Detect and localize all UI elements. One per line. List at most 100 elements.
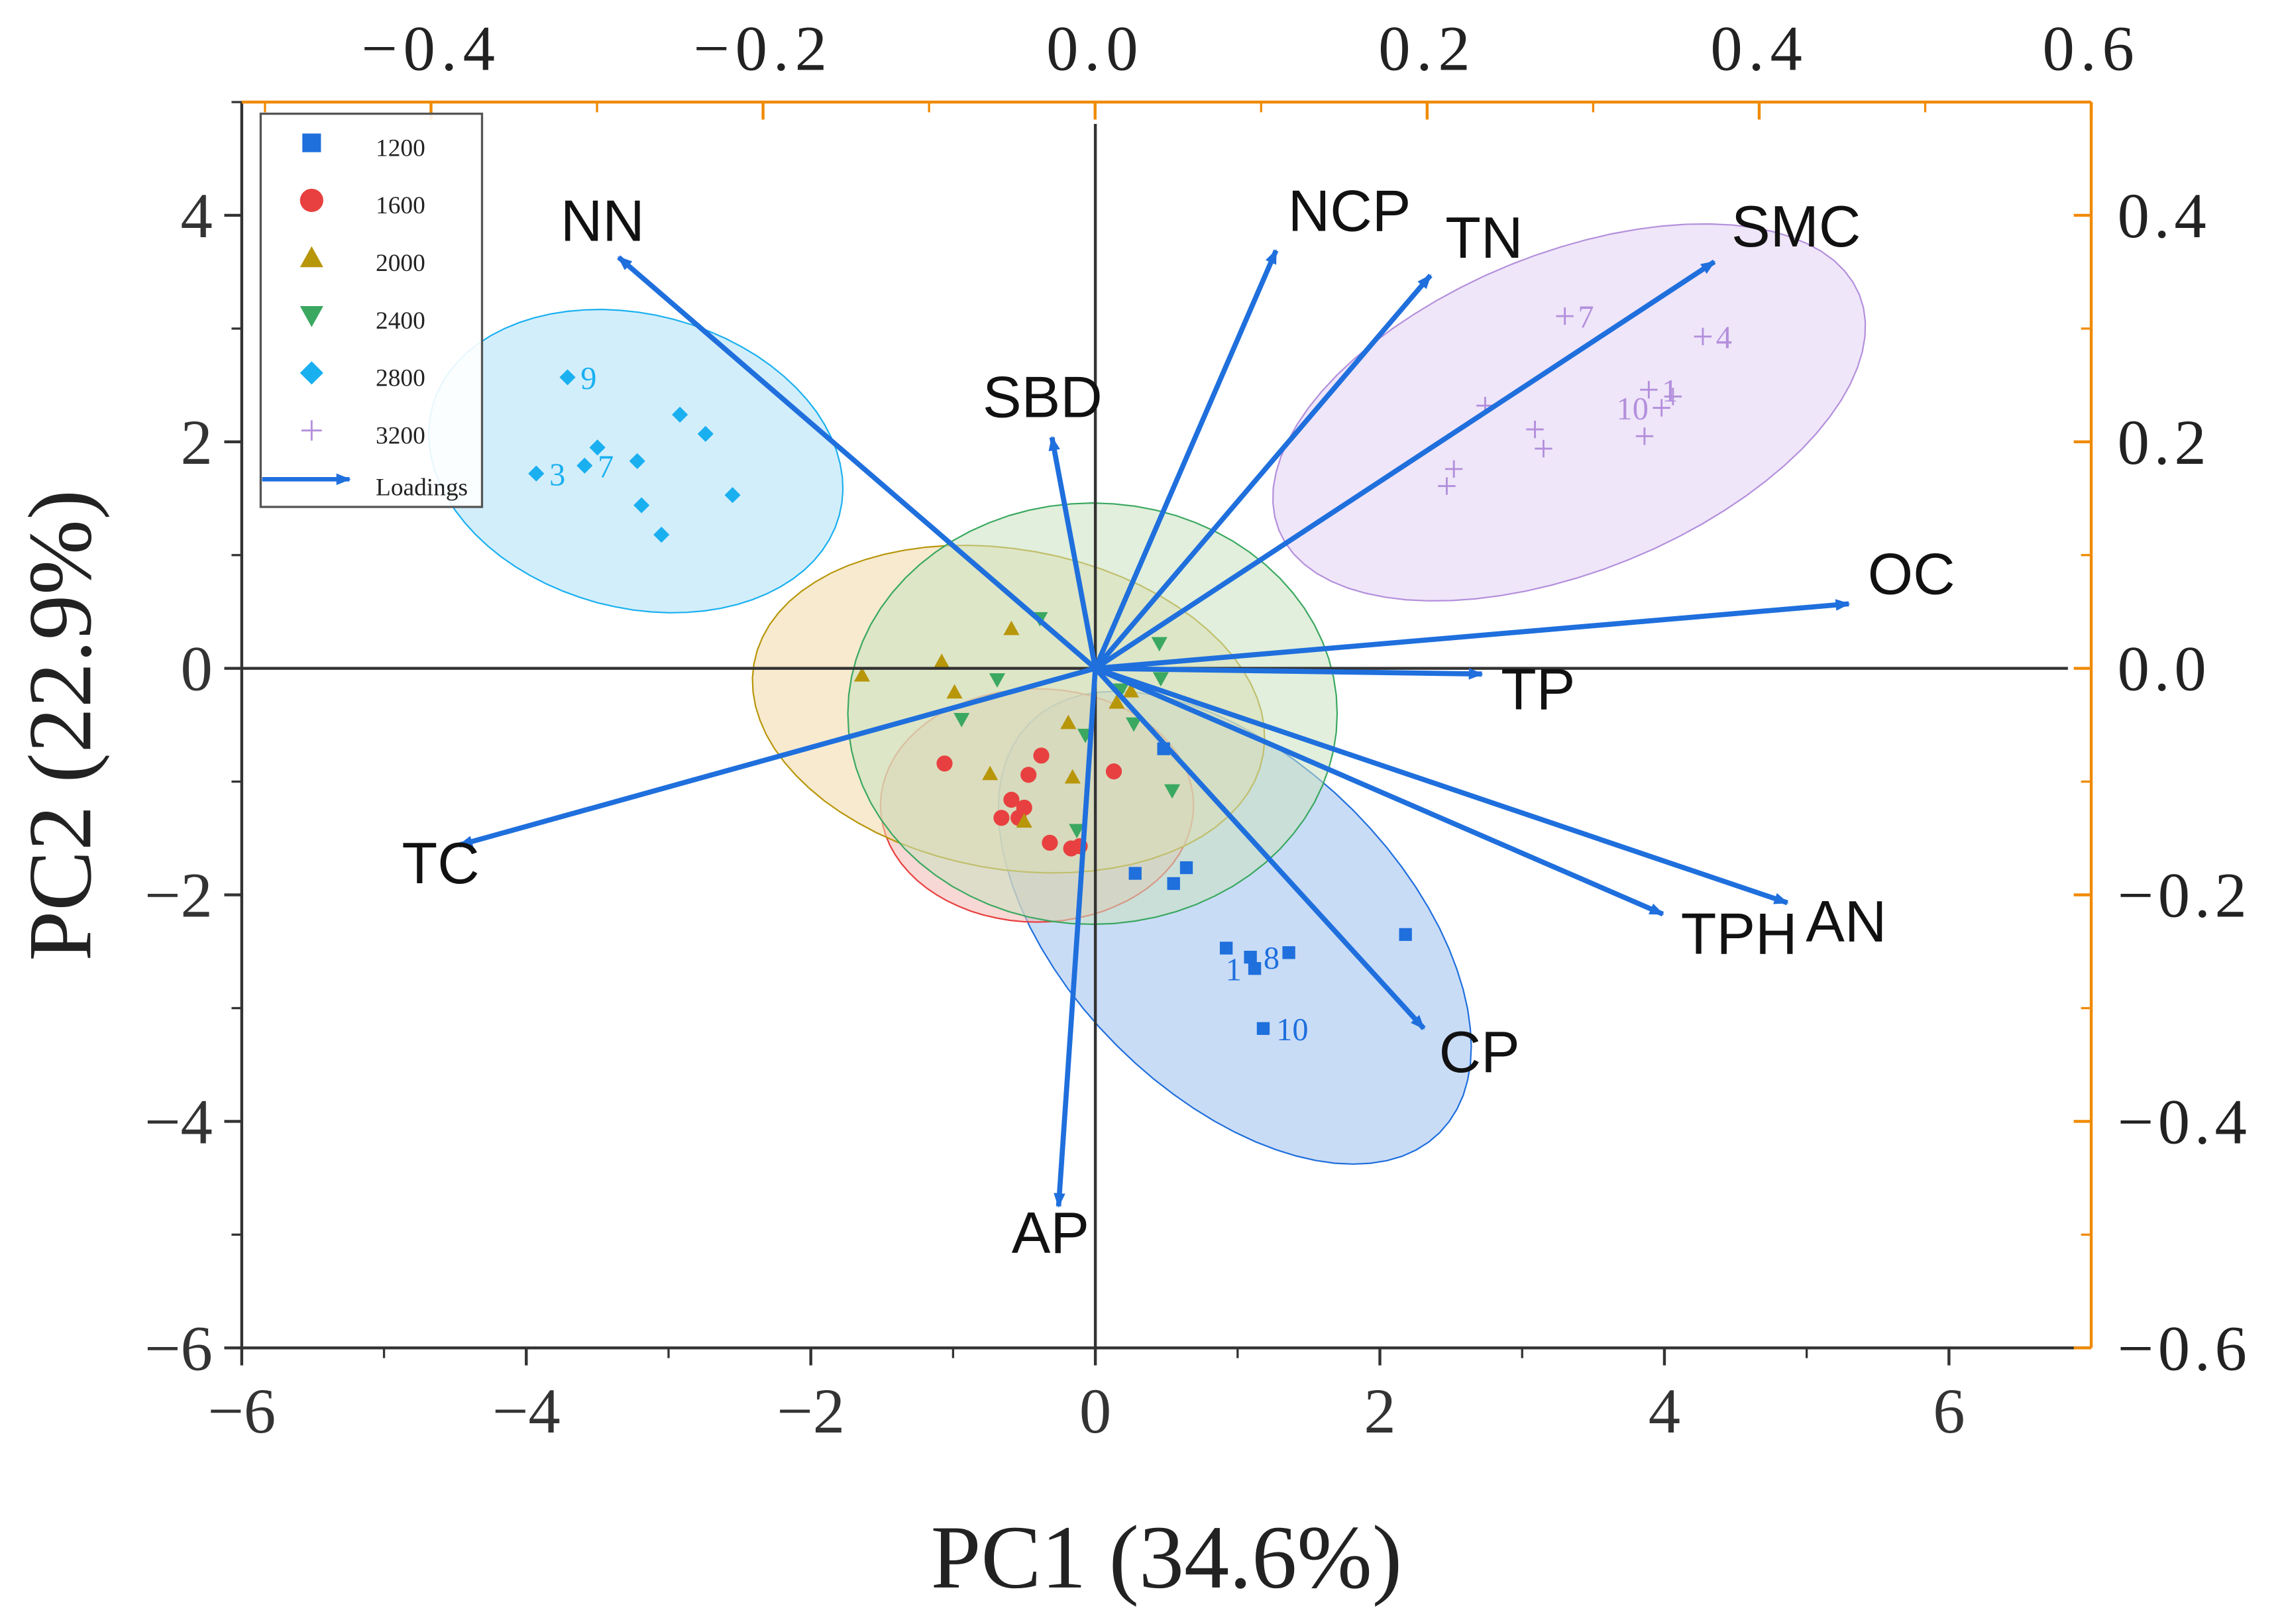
y-tick-label: 0: [181, 633, 213, 704]
point-2800: [697, 425, 714, 442]
point-2000: [934, 653, 950, 669]
point-2000: [1122, 682, 1139, 698]
point-label-2800: 3: [549, 457, 565, 492]
loading-label-CP: CP: [1439, 1019, 1520, 1085]
loading-arrow-OC: [1095, 599, 1851, 671]
point-1600: [1105, 763, 1122, 780]
legend-marker-1600: [299, 188, 323, 212]
loading-label-TPH: TPH: [1681, 900, 1798, 966]
point-2800: [724, 487, 741, 504]
point-2000: [1109, 694, 1125, 709]
y-tick-label: −4: [144, 1086, 213, 1157]
point-2000: [853, 667, 871, 682]
point-label-1200: 10: [1276, 1012, 1308, 1048]
legend: 1200 1600 2000 2400 2800 3200 Loadings: [259, 112, 484, 508]
point-2400: [989, 673, 1006, 688]
loading-label-TN: TN: [1445, 205, 1523, 270]
y-tick-label: −2: [144, 860, 213, 931]
point-3200: [1556, 307, 1574, 325]
loading-label-SMC: SMC: [1731, 193, 1861, 259]
right-tick-label: −0.4: [2118, 1086, 2252, 1157]
point-label-3200: 1: [1662, 374, 1678, 409]
point-2400: [1125, 717, 1142, 732]
point-1200: [1248, 962, 1262, 975]
loading-arrow-CP: [1093, 667, 1426, 1030]
loading-arrow-NN: [617, 255, 1097, 671]
point-3200: [1526, 420, 1544, 439]
top-tick-label: 0.2: [1378, 13, 1476, 84]
point-2000: [1003, 620, 1020, 635]
point-2800: [559, 369, 576, 386]
loading-label-NN: NN: [561, 188, 645, 254]
point-2000: [982, 765, 999, 781]
loading-label-AP: AP: [1012, 1200, 1089, 1266]
x-tick-label: 6: [1933, 1376, 1965, 1446]
top-tick-label: 0.4: [1710, 13, 1808, 84]
legend-marker-2000: [299, 246, 323, 268]
x-tick-label: −4: [492, 1376, 561, 1446]
legend-label-1600: 1600: [376, 192, 425, 219]
point-3200: [1444, 460, 1463, 478]
point-label-2800: 9: [580, 361, 596, 396]
point-1200: [1167, 877, 1180, 891]
loading-arrow-SMC: [1093, 259, 1716, 671]
top-tick-label: −0.4: [361, 13, 501, 84]
point-3200: [1535, 439, 1552, 458]
point-label-2800: 7: [598, 449, 614, 484]
loading-label-SBD: SBD: [983, 364, 1103, 430]
point-1200: [1256, 1022, 1270, 1035]
loading-label-TP: TP: [1501, 656, 1575, 722]
legend-marker-2400: [299, 305, 323, 327]
legend-box: [259, 112, 484, 508]
confidence-ellipses: [427, 223, 1867, 1165]
point-1200: [1179, 861, 1193, 875]
axes: −6 −4 −2 0 2 4 6 −6 −4 −2 0 2 4 −0.4 −0.2 0.0 0.2 0.4 0.6 −…: [144, 13, 2252, 1446]
point-3200: [1640, 381, 1658, 399]
ellipse-3200: [1272, 223, 1867, 602]
point-1600: [936, 755, 953, 772]
loading-arrows: [457, 248, 1851, 1208]
x-tick-label: −6: [207, 1376, 276, 1446]
x-tick-label: 4: [1649, 1376, 1680, 1446]
y-axis-title: PC2 (22.9%): [11, 490, 110, 961]
point-1600: [1003, 791, 1020, 808]
loading-arrow-NCP: [1093, 248, 1279, 670]
point-1600: [1033, 747, 1050, 764]
point-label-1200: 1: [1226, 952, 1242, 987]
point-2000: [946, 684, 963, 699]
legend-label-2000: 2000: [376, 250, 425, 277]
legend-label-3200: 3200: [376, 422, 425, 449]
loading-arrow-AP: [1054, 668, 1098, 1208]
point-2400: [1113, 683, 1129, 698]
y-tick-label: −6: [144, 1313, 213, 1383]
legend-marker-1200: [302, 133, 321, 152]
legend-marker-2800: [299, 361, 323, 385]
top-tick-label: 0.6: [2042, 13, 2140, 84]
right-tick-label: 0.2: [2118, 407, 2211, 478]
legend-marker-3200: [301, 420, 322, 441]
point-3200: [1664, 388, 1682, 406]
loading-arrow-SBD: [1048, 435, 1098, 669]
point-3200: [1438, 477, 1456, 495]
point-label-1200: 8: [1264, 941, 1279, 976]
point-label-3200: 4: [1716, 320, 1732, 355]
top-tick-label: 0.0: [1046, 13, 1144, 84]
right-tick-label: 0.0: [2118, 633, 2211, 704]
point-3200: [1653, 399, 1670, 417]
point-1200: [1244, 950, 1257, 964]
legend-label-loadings: Loadings: [376, 474, 468, 501]
legend-label-2800: 2800: [376, 365, 425, 392]
loading-arrow-AN: [1094, 666, 1789, 906]
loading-arrow-TPH: [1094, 666, 1664, 917]
point-1200: [1399, 928, 1412, 942]
loading-arrow-TP: [1095, 665, 1484, 680]
point-2400: [953, 712, 970, 728]
loading-label-AN: AN: [1806, 889, 1886, 954]
point-2000: [1060, 714, 1077, 730]
y-tick-label: 2: [181, 407, 213, 478]
x-tick-label: −2: [777, 1376, 845, 1446]
right-tick-label: 0.4: [2118, 180, 2211, 251]
point-1200: [1282, 946, 1295, 959]
